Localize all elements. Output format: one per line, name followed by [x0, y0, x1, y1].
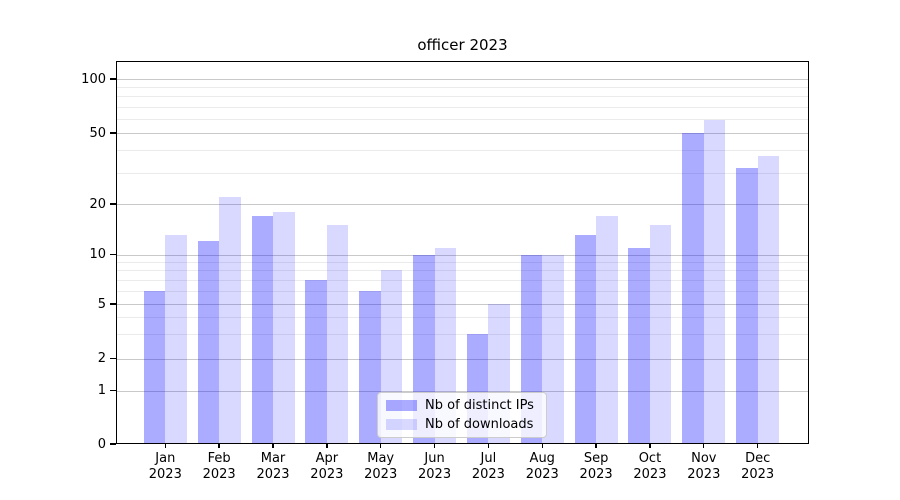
y-tick-mark	[110, 357, 116, 360]
legend-label-distinct-ips: Nb of distinct IPs	[425, 398, 534, 413]
major-gridline	[116, 204, 809, 205]
x-tick-label: Feb 2023	[202, 451, 236, 482]
bar-sep-downloads	[596, 215, 618, 444]
y-tick-label: 1	[97, 383, 106, 398]
bar-jan-downloads	[165, 235, 187, 444]
minor-gridline	[116, 291, 809, 292]
major-gridline	[116, 359, 809, 360]
bar-dec-downloads	[757, 156, 780, 444]
bar-oct-distinct-ips	[628, 247, 650, 444]
x-tick-label: Nov 2023	[687, 451, 721, 482]
y-tick-mark	[110, 132, 116, 134]
x-tick-label: Dec 2023	[741, 451, 775, 482]
legend-swatch-distinct-ips	[386, 400, 417, 411]
x-tick-mark	[487, 444, 490, 448]
x-tick-mark	[218, 444, 220, 448]
bar-sep-distinct-ips	[574, 235, 597, 444]
bar-jan-distinct-ips	[143, 290, 166, 444]
legend-row-distinct-ips: Nb of distinct IPs	[386, 398, 538, 413]
y-tick-label: 5	[97, 296, 106, 312]
x-tick-mark	[703, 444, 705, 448]
minor-gridline	[116, 96, 809, 97]
y-tick-mark	[110, 78, 116, 80]
y-tick-mark	[110, 203, 116, 205]
major-gridline	[116, 391, 809, 392]
x-tick-mark	[164, 444, 166, 448]
bar-oct-downloads	[649, 224, 672, 444]
x-tick-label: Jun 2023	[418, 451, 452, 482]
minor-gridline	[116, 87, 809, 88]
chart-title: officer 2023	[417, 36, 508, 54]
x-tick-label: Oct 2023	[633, 451, 667, 482]
minor-gridline	[116, 270, 809, 271]
minor-gridline	[116, 280, 809, 281]
x-tick-label: Apr 2023	[310, 451, 344, 482]
legend-label-downloads: Nb of downloads	[425, 417, 534, 432]
bar-aug-downloads	[542, 254, 564, 444]
major-gridline	[116, 79, 809, 80]
legend-swatch-downloads	[386, 419, 417, 430]
y-tick-mark	[110, 303, 116, 305]
y-tick-label: 10	[89, 247, 106, 262]
minor-gridline	[116, 119, 809, 120]
x-tick-label: Jan 2023	[148, 451, 182, 482]
minor-gridline	[116, 107, 809, 108]
x-tick-mark	[541, 444, 543, 448]
minor-gridline	[116, 262, 809, 263]
minor-gridline	[116, 317, 809, 318]
x-tick-label: Aug 2023	[525, 451, 559, 482]
y-tick-mark	[110, 253, 116, 256]
major-gridline	[116, 133, 809, 134]
y-tick-label: 20	[89, 196, 106, 212]
y-tick-mark	[110, 443, 116, 445]
legend: Nb of distinct IPs Nb of downloads	[377, 392, 547, 438]
x-tick-label: Sep 2023	[579, 451, 613, 482]
x-tick-mark	[272, 444, 274, 448]
bar-feb-distinct-ips	[197, 241, 220, 444]
minor-gridline	[116, 334, 809, 335]
bar-may-distinct-ips	[359, 290, 381, 444]
y-tick-label: 50	[89, 125, 106, 141]
y-tick-mark	[110, 389, 116, 392]
y-tick-label: 0	[97, 436, 106, 452]
y-tick-label: 100	[81, 71, 106, 87]
bar-nov-distinct-ips	[682, 133, 704, 444]
major-gridline	[116, 304, 809, 305]
x-tick-mark	[380, 444, 382, 448]
x-tick-mark	[756, 444, 759, 448]
minor-gridline	[116, 150, 809, 151]
x-tick-mark	[326, 444, 328, 448]
x-tick-mark	[433, 444, 436, 448]
bar-mar-distinct-ips	[251, 215, 273, 444]
y-tick-label: 2	[97, 351, 106, 366]
minor-gridline	[116, 173, 809, 174]
x-tick-mark	[595, 444, 597, 448]
x-tick-label: May 2023	[364, 451, 398, 482]
x-tick-label: Jul 2023	[471, 451, 505, 482]
bar-mar-downloads	[273, 211, 295, 444]
bar-apr-distinct-ips	[305, 279, 327, 444]
major-gridline	[116, 255, 809, 256]
bar-dec-distinct-ips	[736, 167, 758, 444]
x-tick-mark	[649, 444, 651, 448]
bar-apr-downloads	[326, 224, 349, 444]
bar-feb-downloads	[219, 196, 241, 444]
legend-row-downloads: Nb of downloads	[386, 417, 538, 432]
x-tick-label: Mar 2023	[256, 451, 290, 482]
bar-nov-downloads	[703, 120, 726, 444]
